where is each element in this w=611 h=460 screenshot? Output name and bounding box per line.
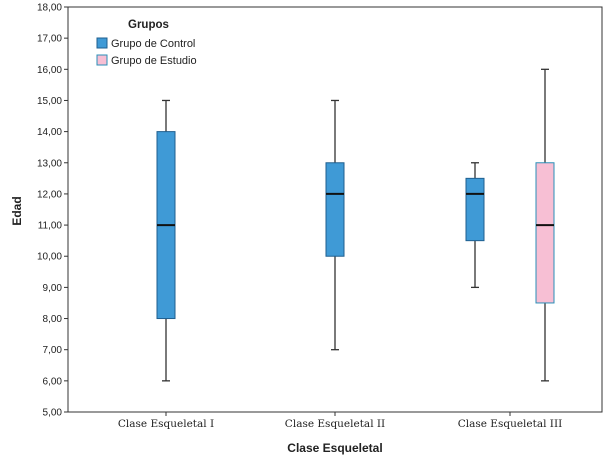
legend-label-estudio: Grupo de Estudio [111,55,197,67]
y-tick-label: 15,00 [37,96,62,107]
iqr-box [465,177,485,242]
y-tick-label: 16,00 [37,65,62,76]
legend-swatch-control [96,37,108,49]
y-tick-label: 13,00 [37,158,62,169]
x-tick-label: Clase Esqueletal III [458,418,563,430]
y-tick-label: 7,00 [43,345,63,356]
y-tick-label: 18,00 [37,3,62,14]
legend-swatch-estudio [96,54,108,66]
y-tick-label: 17,00 [37,34,62,45]
box-series [156,68,555,382]
y-tick-label: 12,00 [37,189,62,200]
y-tick-label: 10,00 [37,252,62,263]
box-grupo-de-control [465,162,485,289]
x-tick-label: Clase Esqueletal I [118,418,214,430]
x-tick-label: Clase Esqueletal II [285,418,385,430]
legend-label-control: Grupo de Control [111,38,195,50]
y-axis-ticks: 5,00 6,00 7,00 8,00 9,00 10,00 11,00 12,00 13,00… [37,3,68,419]
iqr-box [325,162,345,257]
y-tick-label: 6,00 [43,376,63,387]
box-grupo-de-control [325,99,345,351]
y-tick-label: 9,00 [43,283,63,294]
y-axis-title: Edad [10,196,24,225]
y-tick-label: 11,00 [38,221,63,232]
y-tick-label: 5,00 [43,408,63,419]
iqr-box [535,162,555,304]
legend-title: Grupos [128,19,169,31]
y-tick-label: 8,00 [43,314,63,325]
x-axis-title: Clase Esqueletal [287,441,382,455]
legend: Grupos Grupo de Control Grupo de Estudio [96,19,197,67]
y-tick-label: 14,00 [37,127,62,138]
box-grupo-de-control [156,99,176,382]
x-axis-ticks: Clase Esqueletal I Clase Esqueletal II Cla… [118,412,562,430]
box-grupo-de-estudio [535,68,555,382]
